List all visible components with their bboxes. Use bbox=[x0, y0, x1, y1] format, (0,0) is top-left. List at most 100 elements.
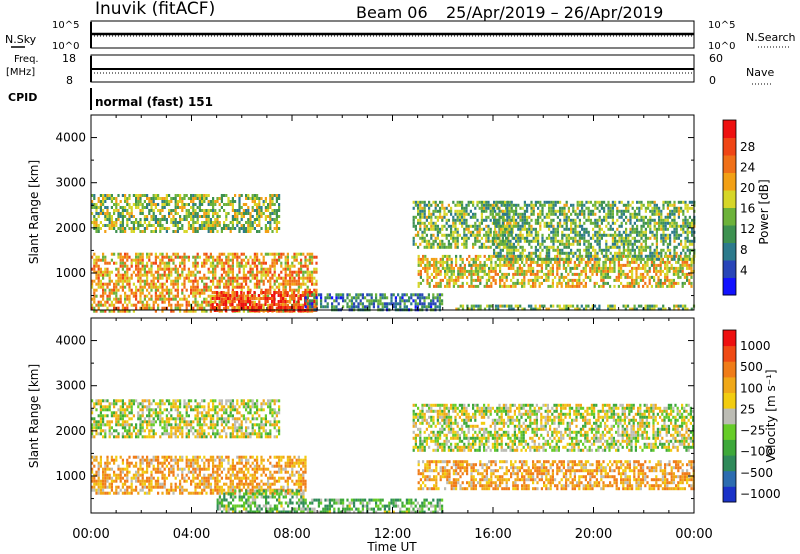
data-cell bbox=[573, 260, 576, 264]
data-cell bbox=[368, 299, 371, 303]
data-cell bbox=[658, 227, 661, 231]
data-cell bbox=[337, 296, 340, 300]
data-cell bbox=[121, 282, 124, 286]
data-cell bbox=[419, 272, 422, 276]
data-cell bbox=[108, 218, 111, 221]
data-cell bbox=[240, 261, 243, 265]
data-cell bbox=[512, 251, 515, 255]
data-cell bbox=[537, 200, 540, 204]
data-cell bbox=[489, 239, 492, 243]
data-cell bbox=[633, 254, 636, 258]
data-cell bbox=[671, 230, 674, 234]
data-cell bbox=[93, 194, 96, 197]
data-cell bbox=[225, 218, 228, 221]
data-cell bbox=[528, 224, 531, 228]
data-cell bbox=[216, 218, 219, 221]
data-cell bbox=[172, 224, 175, 227]
data-cell bbox=[443, 209, 446, 213]
data-cell bbox=[457, 284, 460, 288]
data-cell bbox=[585, 254, 588, 258]
data-cell bbox=[194, 267, 197, 271]
data-cell bbox=[478, 239, 481, 243]
data-cell bbox=[260, 197, 263, 200]
data-cell bbox=[506, 254, 509, 258]
data-cell bbox=[631, 224, 634, 228]
data-cell bbox=[207, 224, 210, 227]
data-cell bbox=[426, 272, 429, 276]
data-cell bbox=[640, 254, 643, 258]
data-cell bbox=[311, 261, 314, 265]
data-cell bbox=[271, 303, 274, 306]
data-cell bbox=[452, 239, 455, 243]
data-cell bbox=[192, 200, 195, 203]
data-cell bbox=[477, 284, 480, 288]
data-cell bbox=[267, 288, 270, 292]
data-cell bbox=[629, 227, 632, 231]
data-cell bbox=[264, 200, 267, 203]
data-cell bbox=[445, 245, 448, 249]
data-cell bbox=[465, 245, 468, 249]
data-cell bbox=[681, 269, 684, 273]
data-cell bbox=[636, 245, 639, 249]
data-cell bbox=[463, 233, 466, 237]
data-cell bbox=[198, 224, 201, 227]
data-cell bbox=[102, 212, 105, 215]
data-cell bbox=[218, 258, 221, 262]
nsky-panel: N.Sky 10^5 10^0 10^5 10^0 N.Search bbox=[5, 20, 796, 52]
data-cell bbox=[618, 224, 621, 228]
data-cell bbox=[141, 203, 144, 206]
data-cell bbox=[433, 275, 436, 279]
data-cell bbox=[532, 236, 535, 240]
data-cell bbox=[633, 221, 636, 225]
data-cell bbox=[143, 200, 146, 203]
data-cell bbox=[627, 254, 630, 258]
data-cell bbox=[271, 276, 274, 280]
data-cell bbox=[117, 212, 120, 215]
data-cell bbox=[642, 278, 645, 282]
data-cell bbox=[273, 255, 276, 259]
data-cell bbox=[419, 293, 422, 297]
data-cell bbox=[434, 221, 437, 225]
data-cell bbox=[227, 276, 230, 280]
data-cell bbox=[320, 296, 323, 300]
data-cell bbox=[559, 254, 562, 258]
data-cell bbox=[326, 296, 329, 300]
data-cell bbox=[253, 261, 256, 265]
data-cell bbox=[113, 309, 116, 313]
data-cell bbox=[497, 221, 500, 225]
data-cell bbox=[190, 279, 193, 283]
data-cell bbox=[596, 224, 599, 228]
data-cell bbox=[295, 282, 298, 286]
data-cell bbox=[282, 252, 285, 256]
data-cell bbox=[183, 276, 186, 280]
data-cell bbox=[556, 284, 559, 288]
data-cell bbox=[631, 227, 634, 231]
data-cell bbox=[201, 221, 204, 224]
data-cell bbox=[635, 272, 638, 276]
data-cell bbox=[661, 269, 664, 273]
data-cell bbox=[179, 206, 182, 209]
data-cell bbox=[539, 245, 542, 249]
data-cell bbox=[454, 221, 457, 225]
data-cell bbox=[530, 206, 533, 210]
data-cell bbox=[561, 239, 564, 243]
data-cell bbox=[308, 279, 311, 283]
data-cell bbox=[159, 209, 162, 212]
data-cell bbox=[185, 303, 188, 307]
data-cell bbox=[297, 276, 300, 280]
data-cell bbox=[664, 263, 667, 267]
data-cell bbox=[647, 206, 650, 210]
data-cell bbox=[501, 284, 504, 288]
data-cell bbox=[209, 224, 212, 227]
data-cell bbox=[95, 270, 98, 274]
data-cell bbox=[523, 209, 526, 213]
data-cell bbox=[587, 251, 590, 255]
data-cell bbox=[657, 278, 660, 282]
data-cell bbox=[587, 275, 590, 279]
data-cell bbox=[662, 239, 665, 243]
data-cell bbox=[655, 233, 658, 237]
data-cell bbox=[481, 275, 484, 279]
data-cell bbox=[150, 285, 153, 289]
data-cell bbox=[282, 303, 285, 306]
data-cell bbox=[505, 260, 508, 264]
